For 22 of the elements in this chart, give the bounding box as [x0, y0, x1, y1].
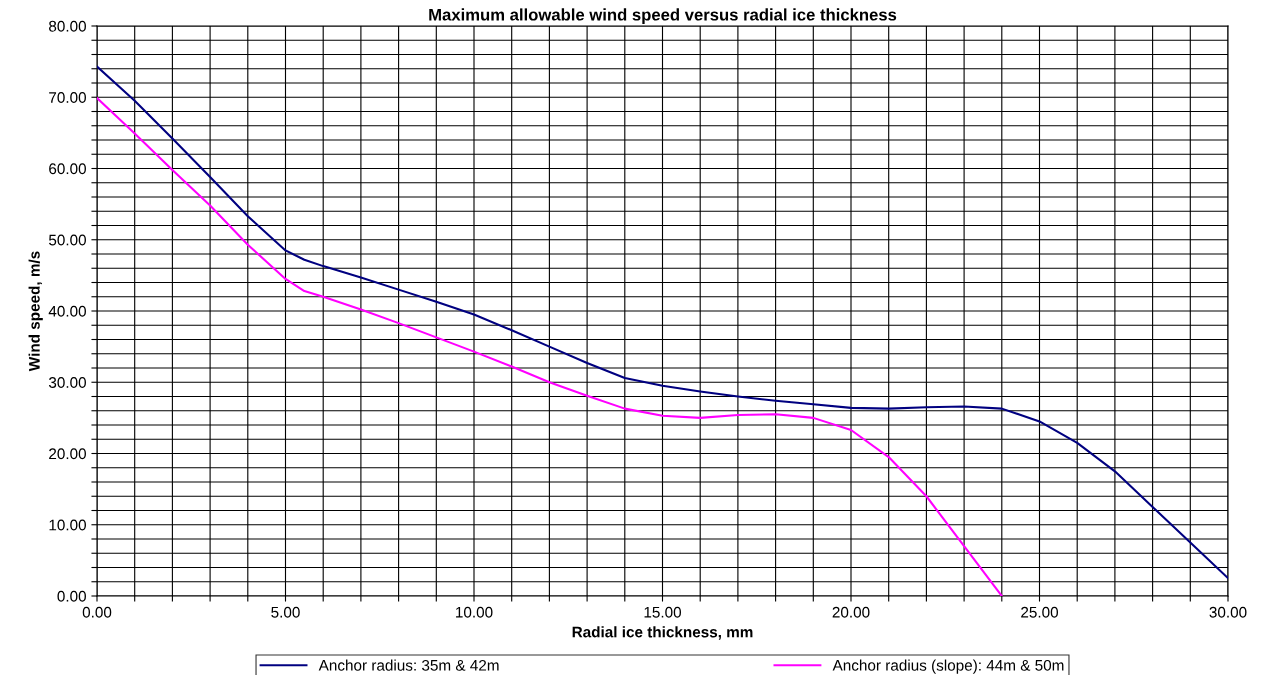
x-axis-title: Radial ice thickness, mm — [572, 626, 753, 640]
legend-label: Anchor radius: 35m & 42m — [318, 659, 499, 671]
y-tick-label: 50.00 — [48, 234, 86, 246]
line-series — [97, 96, 1003, 596]
y-tick-label: 10.00 — [49, 519, 86, 531]
x-tick-label: 10.00 — [456, 606, 493, 618]
x-tick-label: 0.00 — [82, 606, 112, 618]
x-tick-label: 20.00 — [832, 606, 870, 618]
y-tick-label: 20.00 — [49, 448, 86, 460]
y-tick-label: 0.00 — [57, 590, 86, 602]
x-tick-label: 25.00 — [1021, 606, 1059, 618]
x-tick-label: 5.00 — [271, 606, 300, 618]
y-tick-label: 30.00 — [48, 377, 86, 388]
y-tick-label: 80.00 — [49, 20, 86, 32]
x-tick-label: 15.00 — [644, 606, 682, 618]
y-axis-title: Wind speed, m/s — [28, 251, 43, 372]
y-tick-label: 40.00 — [48, 305, 86, 317]
y-tick-label: 70.00 — [49, 92, 86, 103]
chart-title: Maximum allowable wind speed versus radial ice thickness — [429, 8, 897, 24]
legend-label: Anchor radius (slope): 44m & 50m — [832, 659, 1064, 674]
x-tick-label: 30.00 — [1209, 606, 1247, 618]
y-tick-label: 60.00 — [49, 163, 86, 175]
